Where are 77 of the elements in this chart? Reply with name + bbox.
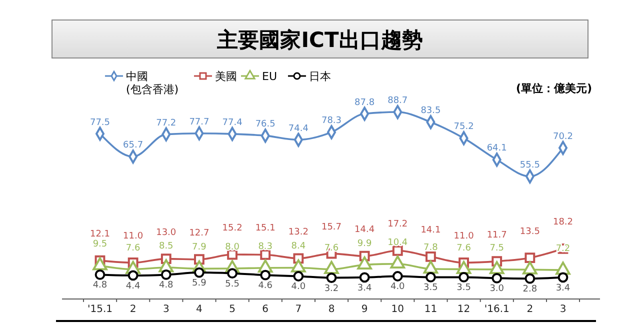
data-label: 18.2: [552, 218, 574, 228]
x-tick-label: 5: [229, 304, 236, 315]
data-label: 3.4: [556, 283, 570, 294]
x-tick-label: 6: [262, 304, 269, 315]
data-label: 8.4: [291, 242, 306, 252]
legend-label: 美國: [215, 70, 237, 83]
x-tick-label: 2: [526, 304, 534, 315]
data-label: 14.1: [420, 226, 441, 236]
x-tick-label: 8: [328, 304, 335, 315]
chart-title: 主要國家ICT出口趨勢: [216, 28, 423, 52]
data-label: 7.8: [424, 242, 438, 253]
x-tick-label: 3: [162, 304, 170, 315]
data-label: 15.1: [255, 224, 276, 234]
data-label: 3.4: [357, 283, 372, 294]
data-label: 4.8: [92, 280, 108, 291]
data-label: 15.2: [222, 224, 242, 234]
data-label: 77.5: [90, 118, 110, 128]
x-tick-label: 9: [361, 304, 368, 315]
data-label: 4.0: [291, 282, 306, 292]
data-label: 4.6: [258, 281, 273, 292]
data-label: 3.5: [424, 283, 438, 294]
data-label: 2.8: [522, 284, 538, 295]
legend-label: 日本: [309, 70, 331, 83]
x-tick-label: 7: [295, 304, 302, 315]
data-label: 88.7: [388, 96, 408, 106]
x-tick-label: '16.1: [484, 304, 510, 315]
data-label: 7.6: [456, 243, 472, 254]
data-label: 4.8: [158, 280, 174, 291]
data-label: 76.5: [255, 120, 276, 130]
data-label: 78.3: [321, 116, 342, 126]
data-label: 77.4: [222, 118, 243, 128]
data-label: 77.7: [189, 117, 210, 128]
legend-label: 中國 (包含香港): [126, 70, 179, 96]
data-label: 13.0: [156, 228, 176, 238]
data-label: 12.7: [189, 228, 210, 238]
data-label: 64.1: [486, 144, 507, 154]
data-label: 14.4: [354, 225, 375, 236]
data-label: 77.2: [156, 118, 176, 128]
legend-label: EU: [262, 70, 278, 83]
data-label: 70.2: [552, 132, 574, 142]
x-tick-label: '15.1: [87, 304, 113, 315]
data-label: 7.9: [192, 242, 207, 253]
data-label: 9.5: [92, 240, 108, 250]
data-label: 13.5: [520, 226, 540, 237]
data-label: 75.2: [454, 122, 474, 132]
data-label: 3.5: [456, 283, 471, 294]
data-label: 11.0: [123, 232, 144, 242]
data-label: 4.0: [390, 282, 406, 292]
data-label: 7.5: [490, 243, 504, 254]
x-tick-label: 12: [457, 304, 470, 315]
data-label: 8.3: [258, 242, 273, 252]
data-label: 12.1: [90, 230, 110, 240]
data-label: 4.4: [126, 281, 140, 292]
text: (單位：億美元): [516, 82, 592, 95]
x-tick-label: 11: [424, 304, 438, 315]
data-label: 15.7: [321, 222, 342, 233]
data-label: 87.8: [354, 98, 375, 108]
data-label: 8.5: [158, 242, 174, 252]
data-label: 55.5: [520, 160, 540, 170]
data-label: 11.7: [486, 230, 507, 240]
data-label: 17.2: [388, 220, 408, 230]
data-label: 9.9: [357, 238, 372, 249]
data-label: 13.2: [288, 227, 308, 238]
x-tick-label: 4: [196, 304, 202, 315]
data-label: 65.7: [123, 140, 144, 151]
x-tick-label: 2: [130, 304, 136, 315]
data-label: 83.5: [420, 106, 441, 116]
data-label: 7.6: [126, 243, 140, 254]
data-label: 5.5: [225, 279, 240, 290]
data-label: 10.4: [388, 238, 408, 248]
x-tick-label: 3: [560, 304, 566, 315]
x-tick-label: 10: [391, 304, 404, 315]
data-label: 5.9: [192, 278, 207, 289]
data-label: 3.0: [490, 284, 504, 294]
data-label: 3.2: [324, 284, 339, 294]
data-label: 74.4: [288, 124, 309, 134]
data-label: 11.0: [454, 232, 474, 242]
